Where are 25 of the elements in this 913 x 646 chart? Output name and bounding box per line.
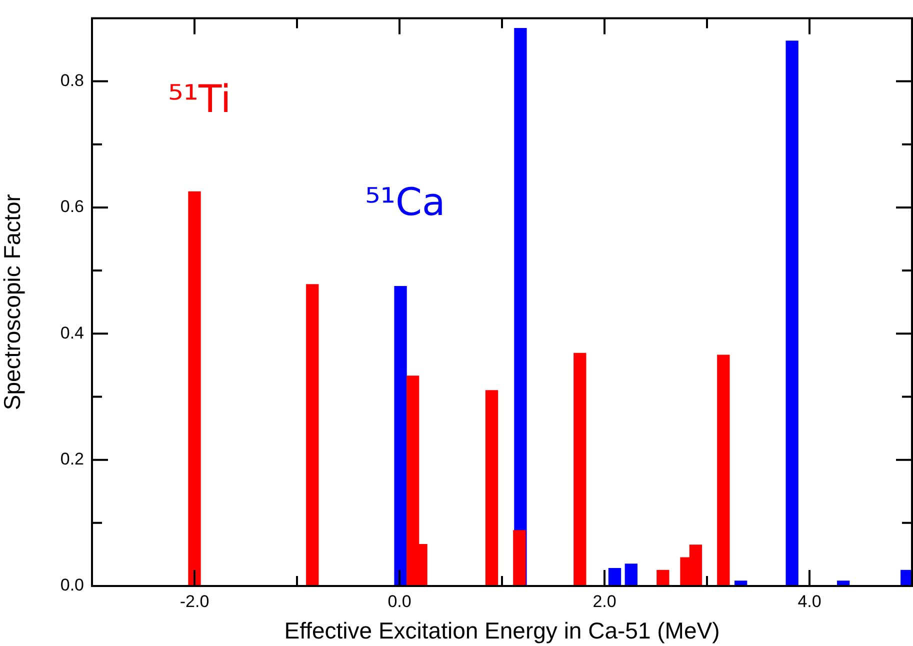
bar <box>574 352 586 586</box>
bar <box>394 286 407 586</box>
x-tick-label: 0.0 <box>388 592 412 611</box>
bar <box>624 564 638 586</box>
y-axis-title: Spectroscopic Factor <box>0 194 26 410</box>
series-label: ⁵¹Ca <box>365 180 446 224</box>
bar <box>513 530 526 586</box>
x-tick-label: 4.0 <box>798 592 822 611</box>
y-tick-label: 0.8 <box>60 70 84 90</box>
bar <box>608 568 622 586</box>
bar <box>786 40 798 586</box>
y-tick-label: 0.6 <box>60 197 84 216</box>
x-tick-label: 2.0 <box>592 592 616 611</box>
bar <box>717 354 730 586</box>
y-tick-label: 0.0 <box>60 576 84 595</box>
y-tick-label: 0.2 <box>60 450 84 469</box>
y-tick-label: 0.4 <box>60 323 84 342</box>
bar <box>306 284 319 586</box>
x-axis-title: Effective Excitation Energy in Ca-51 (MeV) <box>284 618 720 644</box>
bar <box>656 570 670 586</box>
bar <box>188 191 201 586</box>
bar <box>514 28 527 586</box>
x-tick-label: -2.0 <box>180 592 210 611</box>
bar <box>485 390 498 586</box>
series-label: ⁵¹Ti <box>168 77 232 121</box>
